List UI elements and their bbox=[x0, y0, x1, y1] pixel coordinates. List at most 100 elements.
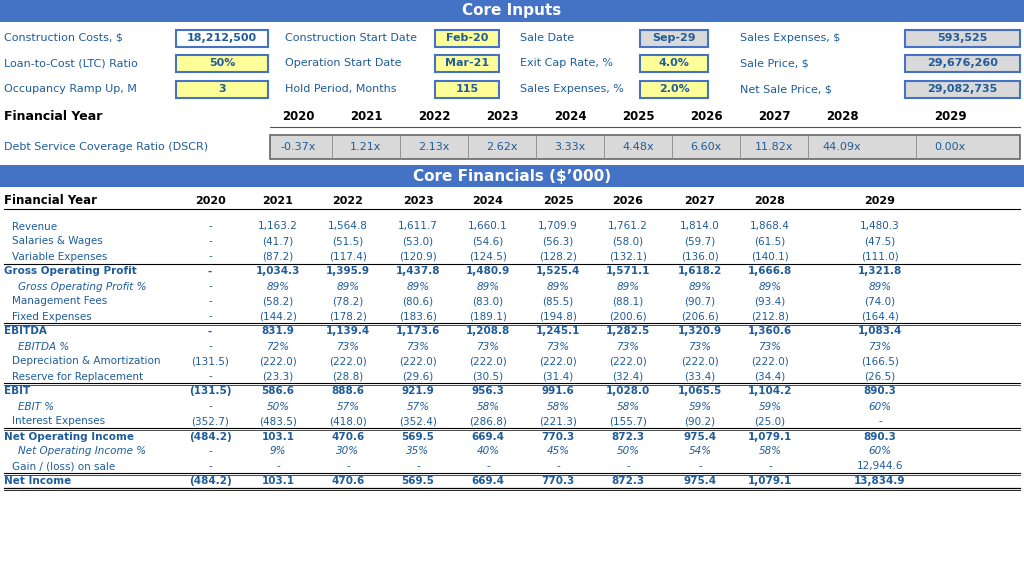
Text: 1,564.8: 1,564.8 bbox=[328, 222, 368, 231]
Text: 59%: 59% bbox=[688, 402, 712, 411]
FancyBboxPatch shape bbox=[176, 54, 268, 72]
Text: 1,814.0: 1,814.0 bbox=[680, 222, 720, 231]
Text: (58.2): (58.2) bbox=[262, 297, 294, 306]
Text: (483.5): (483.5) bbox=[259, 417, 297, 426]
Text: (222.0): (222.0) bbox=[469, 357, 507, 366]
Text: (222.0): (222.0) bbox=[752, 357, 788, 366]
Text: 2.0%: 2.0% bbox=[658, 84, 689, 94]
Text: -: - bbox=[768, 462, 772, 471]
Text: 1,761.2: 1,761.2 bbox=[608, 222, 648, 231]
Text: (222.0): (222.0) bbox=[259, 357, 297, 366]
Text: Mar-21: Mar-21 bbox=[445, 58, 489, 68]
Text: -: - bbox=[208, 252, 212, 261]
Text: (85.5): (85.5) bbox=[543, 297, 573, 306]
Text: (25.0): (25.0) bbox=[755, 417, 785, 426]
Text: 1,245.1: 1,245.1 bbox=[536, 327, 581, 336]
Text: 60%: 60% bbox=[868, 402, 892, 411]
Text: (222.0): (222.0) bbox=[399, 357, 437, 366]
Text: (23.3): (23.3) bbox=[262, 372, 294, 381]
Text: 89%: 89% bbox=[616, 282, 640, 291]
Text: (128.2): (128.2) bbox=[539, 252, 577, 261]
Text: 89%: 89% bbox=[759, 282, 781, 291]
Text: 2028: 2028 bbox=[755, 196, 785, 206]
Text: 11.82x: 11.82x bbox=[755, 142, 794, 152]
Text: (222.0): (222.0) bbox=[609, 357, 647, 366]
Text: -: - bbox=[276, 462, 280, 471]
Text: (222.0): (222.0) bbox=[329, 357, 367, 366]
Text: 29,082,735: 29,082,735 bbox=[928, 84, 997, 94]
Text: EBIT: EBIT bbox=[4, 387, 31, 396]
Text: Sale Date: Sale Date bbox=[520, 33, 574, 43]
Text: 50%: 50% bbox=[266, 402, 290, 411]
Text: -: - bbox=[879, 417, 882, 426]
Text: 2024: 2024 bbox=[554, 111, 587, 123]
Text: 831.9: 831.9 bbox=[261, 327, 295, 336]
Text: (93.4): (93.4) bbox=[755, 297, 785, 306]
Text: (117.4): (117.4) bbox=[329, 252, 367, 261]
Text: 30%: 30% bbox=[337, 447, 359, 456]
Text: Debt Service Coverage Ratio (DSCR): Debt Service Coverage Ratio (DSCR) bbox=[4, 142, 208, 152]
Text: (74.0): (74.0) bbox=[864, 297, 896, 306]
Text: 73%: 73% bbox=[616, 342, 640, 351]
Text: 54%: 54% bbox=[688, 447, 712, 456]
Text: (80.6): (80.6) bbox=[402, 297, 433, 306]
Text: 1,660.1: 1,660.1 bbox=[468, 222, 508, 231]
Text: 12,944.6: 12,944.6 bbox=[857, 462, 903, 471]
Text: (164.4): (164.4) bbox=[861, 312, 899, 321]
Text: 2021: 2021 bbox=[350, 111, 382, 123]
Text: 59%: 59% bbox=[759, 402, 781, 411]
Text: 2029: 2029 bbox=[934, 111, 967, 123]
FancyBboxPatch shape bbox=[640, 54, 708, 72]
Text: (28.8): (28.8) bbox=[333, 372, 364, 381]
Text: Net Sale Price, $: Net Sale Price, $ bbox=[740, 84, 831, 94]
Text: Fixed Expenses: Fixed Expenses bbox=[12, 312, 92, 321]
Text: 73%: 73% bbox=[759, 342, 781, 351]
Text: 60%: 60% bbox=[868, 447, 892, 456]
Text: 1,065.5: 1,065.5 bbox=[678, 387, 722, 396]
Text: 57%: 57% bbox=[337, 402, 359, 411]
Text: 89%: 89% bbox=[868, 282, 892, 291]
Text: (418.0): (418.0) bbox=[329, 417, 367, 426]
Text: (88.1): (88.1) bbox=[612, 297, 644, 306]
Text: -: - bbox=[208, 237, 212, 246]
Text: 1,480.3: 1,480.3 bbox=[860, 222, 900, 231]
Text: -: - bbox=[208, 462, 212, 471]
Text: -: - bbox=[416, 462, 420, 471]
Text: (183.6): (183.6) bbox=[399, 312, 437, 321]
Text: 1,360.6: 1,360.6 bbox=[748, 327, 793, 336]
Text: 89%: 89% bbox=[547, 282, 569, 291]
Text: 470.6: 470.6 bbox=[332, 477, 365, 486]
Text: Core Inputs: Core Inputs bbox=[463, 3, 561, 18]
Text: 1,618.2: 1,618.2 bbox=[678, 267, 722, 276]
Text: 13,834.9: 13,834.9 bbox=[854, 477, 906, 486]
Text: -: - bbox=[208, 282, 212, 291]
Text: 58%: 58% bbox=[616, 402, 640, 411]
Text: 9%: 9% bbox=[269, 447, 287, 456]
Text: -: - bbox=[208, 297, 212, 306]
Text: (47.5): (47.5) bbox=[864, 237, 896, 246]
Text: 1,079.1: 1,079.1 bbox=[748, 432, 793, 441]
Text: 1,139.4: 1,139.4 bbox=[326, 327, 370, 336]
Text: 1,395.9: 1,395.9 bbox=[326, 267, 370, 276]
Text: 89%: 89% bbox=[337, 282, 359, 291]
Text: (286.8): (286.8) bbox=[469, 417, 507, 426]
Text: 2025: 2025 bbox=[622, 111, 654, 123]
Text: 73%: 73% bbox=[868, 342, 892, 351]
Text: 569.5: 569.5 bbox=[401, 432, 434, 441]
Text: 1.21x: 1.21x bbox=[350, 142, 382, 152]
Text: (352.4): (352.4) bbox=[399, 417, 437, 426]
Text: 2028: 2028 bbox=[825, 111, 858, 123]
Text: 2020: 2020 bbox=[195, 196, 225, 206]
Text: 89%: 89% bbox=[266, 282, 290, 291]
Text: 669.4: 669.4 bbox=[471, 432, 505, 441]
Text: (166.5): (166.5) bbox=[861, 357, 899, 366]
Text: 73%: 73% bbox=[476, 342, 500, 351]
Text: 1,525.4: 1,525.4 bbox=[536, 267, 581, 276]
Text: 1,321.8: 1,321.8 bbox=[858, 267, 902, 276]
Text: -: - bbox=[346, 462, 350, 471]
Text: (78.2): (78.2) bbox=[333, 297, 364, 306]
Text: 2027: 2027 bbox=[758, 111, 791, 123]
Text: 2022: 2022 bbox=[418, 111, 451, 123]
Text: Gain / (loss) on sale: Gain / (loss) on sale bbox=[12, 462, 116, 471]
Text: 103.1: 103.1 bbox=[261, 477, 295, 486]
